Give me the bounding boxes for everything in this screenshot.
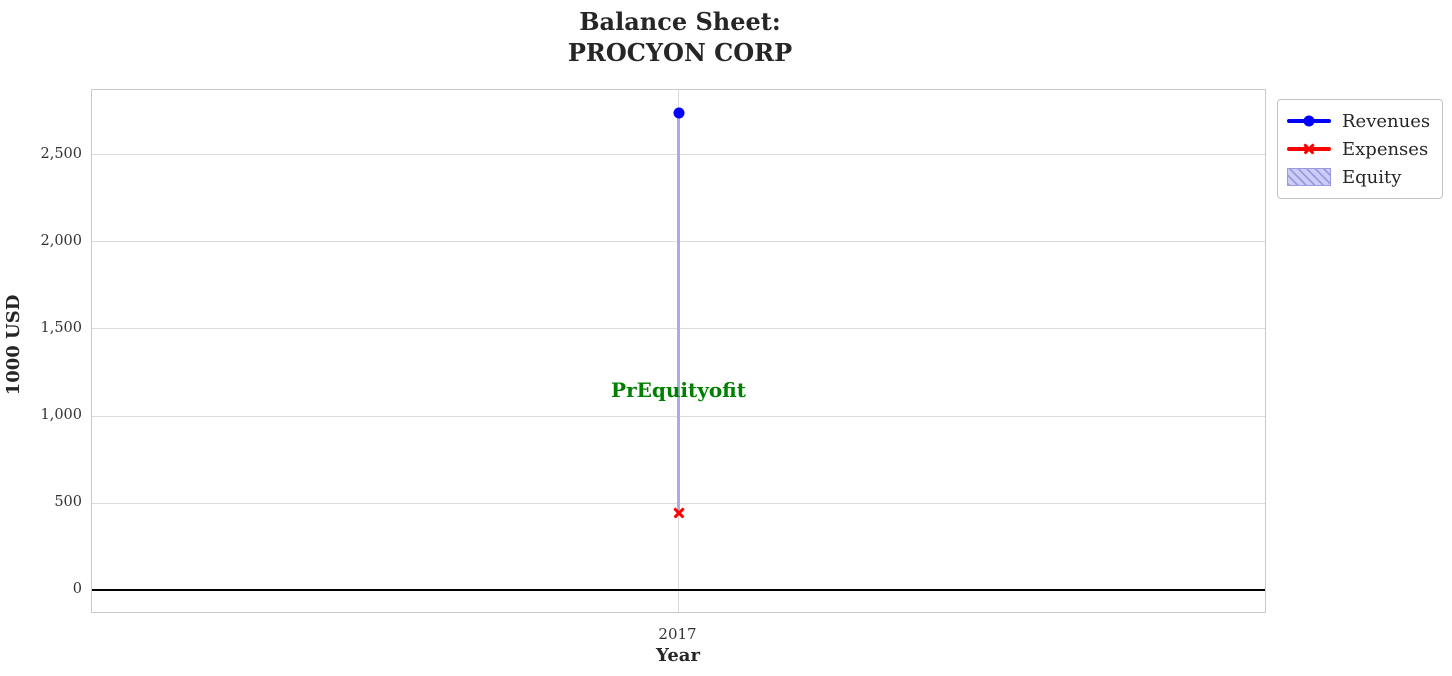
chart-title-line1: Balance Sheet: <box>579 7 781 36</box>
legend-item-revenues: Revenues <box>1287 107 1432 135</box>
zero-baseline <box>92 588 1265 592</box>
legend-item-expenses: Expenses <box>1287 135 1432 163</box>
expenses-point-marker <box>672 506 685 519</box>
equity-hatch-patch-icon <box>1287 168 1331 186</box>
revenues-point-marker <box>673 107 684 119</box>
expenses-line-marker-icon <box>1287 140 1331 158</box>
plot-annotation-text: PrEquityofit <box>611 377 746 402</box>
equity-area-band <box>677 113 680 513</box>
legend-label-revenues: Revenues <box>1342 110 1431 132</box>
legend-label-equity: Equity <box>1342 166 1402 188</box>
revenues-line-marker-icon <box>1287 112 1331 130</box>
y-axis-tick-labels: 0 500 1,000 1,500 2,000 2,500 <box>0 89 82 613</box>
plot-area: PrEquityofit <box>91 89 1266 613</box>
legend-item-equity: Equity <box>1287 163 1432 191</box>
y-tick-label: 0 <box>72 581 82 598</box>
y-tick-label: 1,000 <box>40 407 82 423</box>
y-tick-label: 500 <box>54 494 82 511</box>
y-tick-label: 2,000 <box>40 232 82 249</box>
chart-title-line2: PROCYON CORP <box>567 38 793 68</box>
legend-label-expenses: Expenses <box>1342 138 1429 160</box>
y-tick-label: 1,500 <box>40 319 82 336</box>
legend: Revenues Expenses Equity <box>1277 99 1443 199</box>
x-tick-label: 2017 <box>658 625 697 643</box>
chart-title: Balance Sheet: PROCYON CORP <box>568 6 792 68</box>
x-axis-label: Year <box>656 645 700 666</box>
y-tick-label: 2,500 <box>40 145 82 162</box>
